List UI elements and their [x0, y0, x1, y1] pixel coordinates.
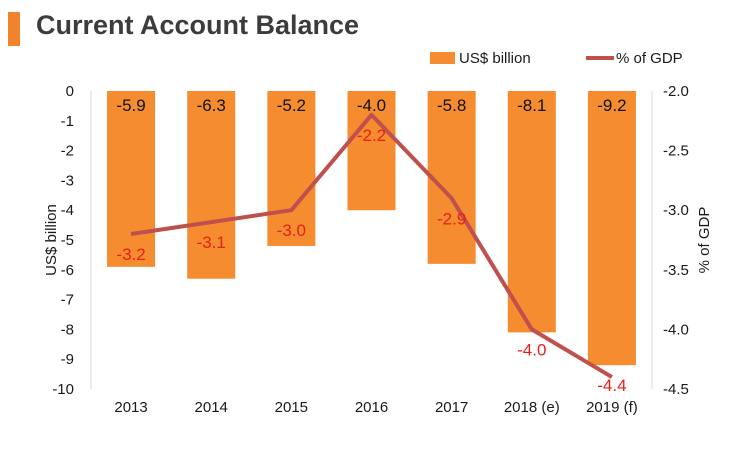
data-labels: -5.9 -6.3 -5.2 -4.0 -5.8 -8.1 -9.2 -3.2 -3.1 -3.0… — [116, 96, 626, 395]
bar-value-label: -5.9 — [116, 96, 145, 115]
y-left-tick-label: -6 — [61, 262, 74, 279]
x-tick-label: 2019 (f) — [586, 399, 638, 416]
y-left-tick-label: -5 — [61, 232, 74, 249]
legend-line-label: % of GDP — [616, 50, 683, 67]
x-tick-label: 2018 (e) — [504, 399, 560, 416]
legend-bar-label: US$ billion — [459, 50, 531, 67]
y-right-tick-label: -3.5 — [663, 262, 689, 279]
y-left-tick-label: -4 — [61, 202, 74, 219]
y-right-tick-label: -2.5 — [663, 143, 689, 160]
title-accent-bar — [8, 12, 20, 46]
x-tick-label: 2014 — [195, 399, 228, 416]
y-left-tick-label: -7 — [61, 292, 74, 309]
bar — [267, 91, 316, 246]
x-tick-label: 2017 — [435, 399, 468, 416]
gdp-value-label: -4.4 — [597, 376, 626, 395]
axes: 0 -1 -2 -3 -4 -5 -6 -7 -8 -9 -10 -2.0 -2.5 -3.0 -3.5 -4… — [43, 83, 713, 416]
bar-value-label: -6.3 — [197, 96, 226, 115]
x-tick-label: 2016 — [355, 399, 388, 416]
bar-value-label: -4.0 — [357, 96, 386, 115]
gdp-line-layer — [130, 112, 613, 379]
gdp-value-label: -2.9 — [437, 209, 466, 228]
bar-value-label: -5.8 — [437, 96, 466, 115]
bar — [507, 91, 556, 333]
y-left-tick-label: -10 — [52, 381, 74, 398]
x-tick-label: 2013 — [114, 399, 147, 416]
y-left-tick-label: 0 — [66, 83, 74, 100]
bar — [587, 91, 636, 366]
bar-value-label: -9.2 — [597, 96, 626, 115]
y-right-tick-label: -3.0 — [663, 202, 689, 219]
y-right-tick-label: -4.0 — [663, 321, 689, 338]
y-left-tick-label: -3 — [61, 172, 74, 189]
gdp-line — [130, 112, 613, 379]
gdp-value-label: -3.1 — [197, 233, 226, 252]
bar-value-label: -5.2 — [277, 96, 306, 115]
y-right-axis-title: % of GDP — [696, 207, 713, 274]
y-left-tick-label: -8 — [61, 321, 74, 338]
x-tick-label: 2015 — [275, 399, 308, 416]
y-left-axis-title: US$ billion — [43, 204, 60, 276]
bar-value-label: -8.1 — [517, 96, 546, 115]
y-left-tick-label: -9 — [61, 351, 74, 368]
legend-bar-swatch — [430, 52, 455, 64]
bar — [107, 91, 156, 267]
gdp-value-label: -2.2 — [357, 126, 386, 145]
y-left-tick-label: -2 — [61, 143, 74, 160]
y-right-tick-label: -2.0 — [663, 83, 689, 100]
y-right-tick-label: -4.5 — [663, 381, 689, 398]
bar — [347, 91, 396, 211]
gdp-value-label: -3.0 — [277, 221, 306, 240]
bar — [187, 91, 236, 279]
gdp-value-label: -3.2 — [116, 245, 145, 264]
bars — [107, 91, 636, 366]
chart-title: Current Account Balance — [36, 10, 360, 40]
gdp-value-label: -4.0 — [517, 340, 546, 359]
legend: US$ billion % of GDP — [430, 50, 683, 67]
bar — [427, 91, 476, 264]
y-left-tick-label: -1 — [61, 113, 74, 130]
